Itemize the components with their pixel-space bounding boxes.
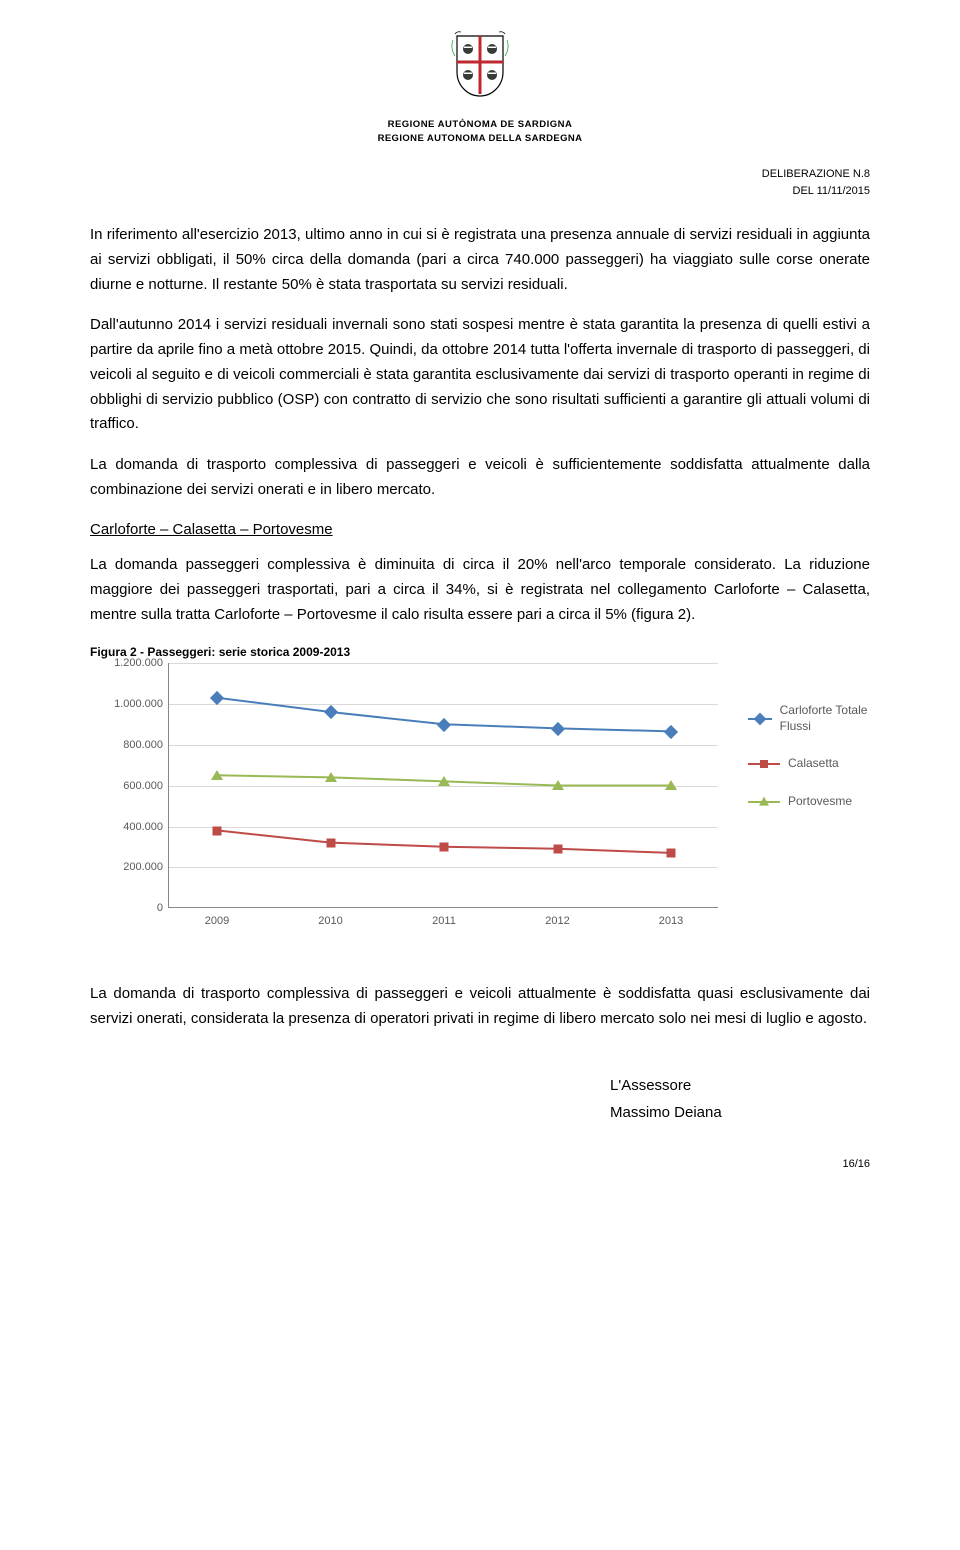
x-tick-label: 2011 (432, 907, 456, 930)
y-tick-label: 0 (157, 900, 169, 917)
region-crest (451, 30, 509, 98)
chart-marker (552, 780, 564, 790)
document-meta: DELIBERAZIONE N.8 DEL 11/11/2015 (90, 166, 870, 199)
signature-block: L'Assessore Massimo Deiana (610, 1072, 870, 1126)
legend-label: Carloforte Totale Flussi (780, 703, 870, 734)
legend-item: Portovesme (748, 794, 870, 810)
document-header: REGIONE AUTÒNOMA DE SARDIGNA REGIONE AUT… (90, 30, 870, 146)
y-tick-label: 200.000 (123, 859, 169, 876)
y-tick-label: 1.200.000 (114, 655, 169, 672)
legend-item: Carloforte Totale Flussi (748, 703, 870, 734)
deliberazione-number: DELIBERAZIONE N.8 (90, 166, 870, 183)
x-tick-label: 2013 (659, 907, 683, 930)
org-name-2: REGIONE AUTONOMA DELLA SARDEGNA (90, 132, 870, 146)
chart-marker (438, 776, 450, 786)
legend-label: Portovesme (788, 794, 852, 810)
signature-name: Massimo Deiana (610, 1099, 870, 1126)
y-tick-label: 800.000 (123, 737, 169, 754)
passengers-chart: 0200.000400.000600.000800.0001.000.0001.… (90, 663, 870, 932)
paragraph-2: Dall'autunno 2014 i servizi residuali in… (90, 313, 870, 437)
legend-label: Calasetta (788, 756, 839, 772)
paragraph-5: La domanda di trasporto complessiva di p… (90, 982, 870, 1032)
figure-caption: Figura 2 - Passeggeri: serie storica 200… (90, 643, 870, 661)
legend-item: Calasetta (748, 756, 870, 772)
x-tick-label: 2010 (318, 907, 342, 930)
x-tick-label: 2012 (545, 907, 569, 930)
y-tick-label: 400.000 (123, 818, 169, 835)
chart-legend: Carloforte Totale Flussi Calasetta Portove… (748, 703, 870, 831)
paragraph-1: In riferimento all'esercizio 2013, ultim… (90, 223, 870, 297)
x-tick-label: 2009 (205, 907, 229, 930)
page-number: 16/16 (90, 1156, 870, 1173)
y-tick-label: 1.000.000 (114, 696, 169, 713)
chart-marker (325, 772, 337, 782)
paragraph-4: La domanda passeggeri complessiva è dimi… (90, 553, 870, 627)
signature-role: L'Assessore (610, 1072, 870, 1099)
section-title: Carloforte – Calasetta – Portovesme (90, 519, 870, 542)
deliberazione-date: DEL 11/11/2015 (90, 183, 870, 200)
org-name-1: REGIONE AUTÒNOMA DE SARDIGNA (90, 118, 870, 132)
chart-marker (211, 770, 223, 780)
paragraph-3: La domanda di trasporto complessiva di p… (90, 453, 870, 503)
y-tick-label: 600.000 (123, 778, 169, 795)
chart-marker (665, 780, 677, 790)
